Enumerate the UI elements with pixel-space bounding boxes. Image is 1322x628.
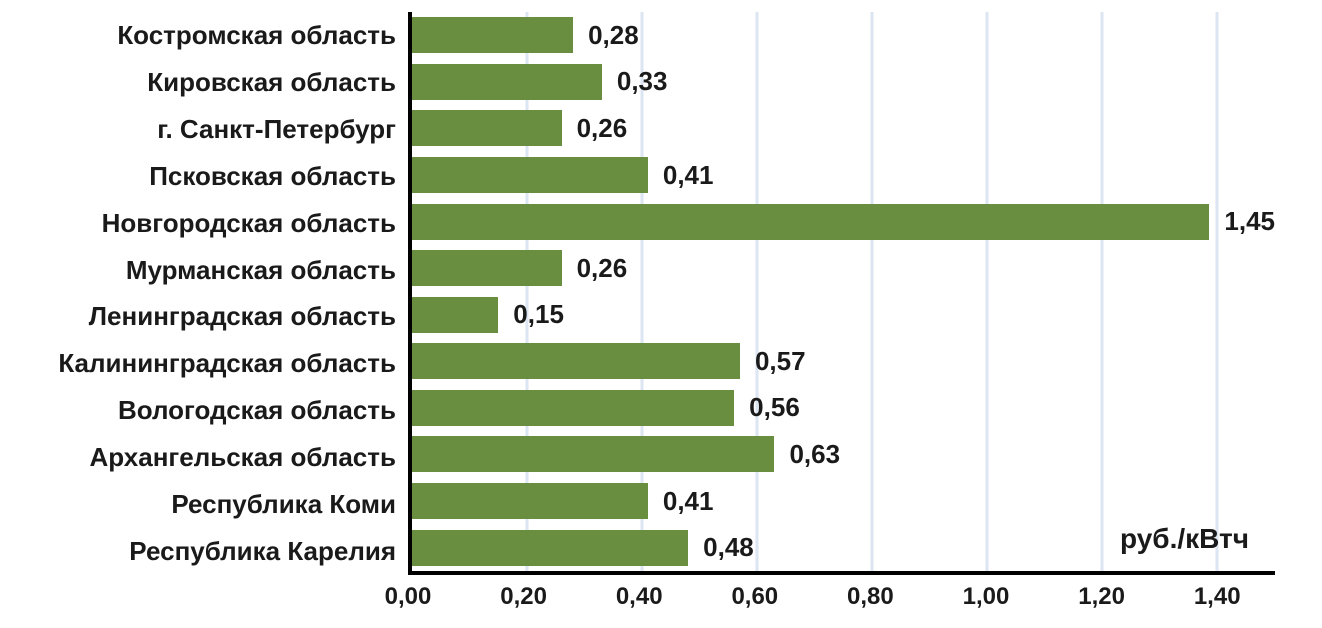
category-label: Псковская область [149, 160, 396, 191]
value-label: 0,48 [703, 532, 754, 563]
value-label: 0,26 [576, 112, 628, 143]
bar-row: 0,63 [412, 431, 1275, 478]
x-tick-label: 0,20 [500, 583, 547, 610]
category-label: Республика Коми [171, 489, 396, 520]
x-tick-label: 0,00 [384, 583, 432, 610]
value-label: 0,63 [789, 438, 841, 469]
value-label: 0,56 [749, 392, 800, 423]
category-label: Новгородская область [101, 207, 396, 238]
bars-layer: 0,28 0,33 0,26 0,41 1,45 0,26 0,15 0,57 0,56 0,63… [412, 12, 1275, 571]
category-label: Республика Карелия [129, 536, 396, 567]
value-label: 0,41 [662, 485, 714, 516]
x-tick-label: 0,80 [847, 583, 894, 610]
bar-row: 0,48 [412, 524, 1275, 571]
bar [412, 17, 574, 54]
value-label: 1,45 [1224, 206, 1275, 237]
bar [412, 389, 735, 426]
bar-row: 0,15 [412, 291, 1275, 338]
value-label: 0,26 [576, 252, 628, 283]
bar [412, 63, 602, 100]
bar [412, 203, 1210, 240]
x-tick-label: 0,40 [615, 583, 663, 610]
bar-row: 0,57 [412, 338, 1275, 385]
gridline [870, 12, 874, 571]
bar [412, 529, 689, 566]
category-label: Архангельская область [89, 442, 396, 473]
bar-row: 0,41 [412, 152, 1275, 199]
bar [412, 436, 775, 473]
plot-area: 0,28 0,33 0,26 0,41 1,45 0,26 0,15 0,57 0,56 0,63… [408, 12, 1275, 575]
gridline [1215, 12, 1219, 571]
bar-row: 0,41 [412, 478, 1275, 525]
bar-row: 0,33 [412, 59, 1275, 106]
bar [412, 483, 648, 520]
bar [412, 110, 562, 147]
category-label: Костромская область [117, 19, 396, 50]
bar [412, 296, 499, 333]
category-label: Вологодская область [117, 395, 396, 426]
category-label: Калининградская область [58, 348, 396, 379]
category-label: Мурманская область [125, 254, 396, 285]
x-axis-ticks: 0,00 0,20 0,40 0,60 0,80 1,00 1,20 1,40 [385, 583, 1275, 619]
bar [412, 250, 562, 287]
category-label: Кировская область [147, 66, 396, 97]
x-tick-label: 1,40 [1193, 583, 1241, 610]
bar-row: 0,56 [412, 385, 1275, 432]
value-label: 0,15 [513, 299, 564, 330]
x-tick-label: 1,00 [962, 583, 1010, 610]
bar-row: 0,26 [412, 245, 1275, 292]
category-labels-column: Костромская область Кировская область г. С… [0, 12, 396, 575]
x-tick-label: 0,60 [731, 583, 779, 610]
bar-row: 1,45 [412, 198, 1275, 245]
gridline [985, 12, 989, 571]
category-label: Ленинградская область [88, 301, 396, 332]
bar-row: 0,26 [412, 105, 1275, 152]
unit-label: руб./кВтч [1120, 523, 1249, 554]
value-label: 0,28 [588, 19, 639, 50]
value-label: 0,41 [662, 159, 714, 190]
x-tick-label: 1,20 [1078, 583, 1125, 610]
bar [412, 343, 740, 380]
gridline [525, 12, 529, 571]
bar [412, 157, 648, 194]
gridline [1100, 12, 1104, 571]
category-label: г. Санкт-Петербург [157, 113, 396, 144]
value-label: 0,33 [616, 66, 668, 97]
gridline [755, 12, 759, 571]
value-label: 0,57 [754, 345, 806, 376]
bar-row: 0,28 [412, 12, 1275, 59]
gridlines-layer [412, 12, 1275, 571]
gridline [640, 12, 644, 571]
